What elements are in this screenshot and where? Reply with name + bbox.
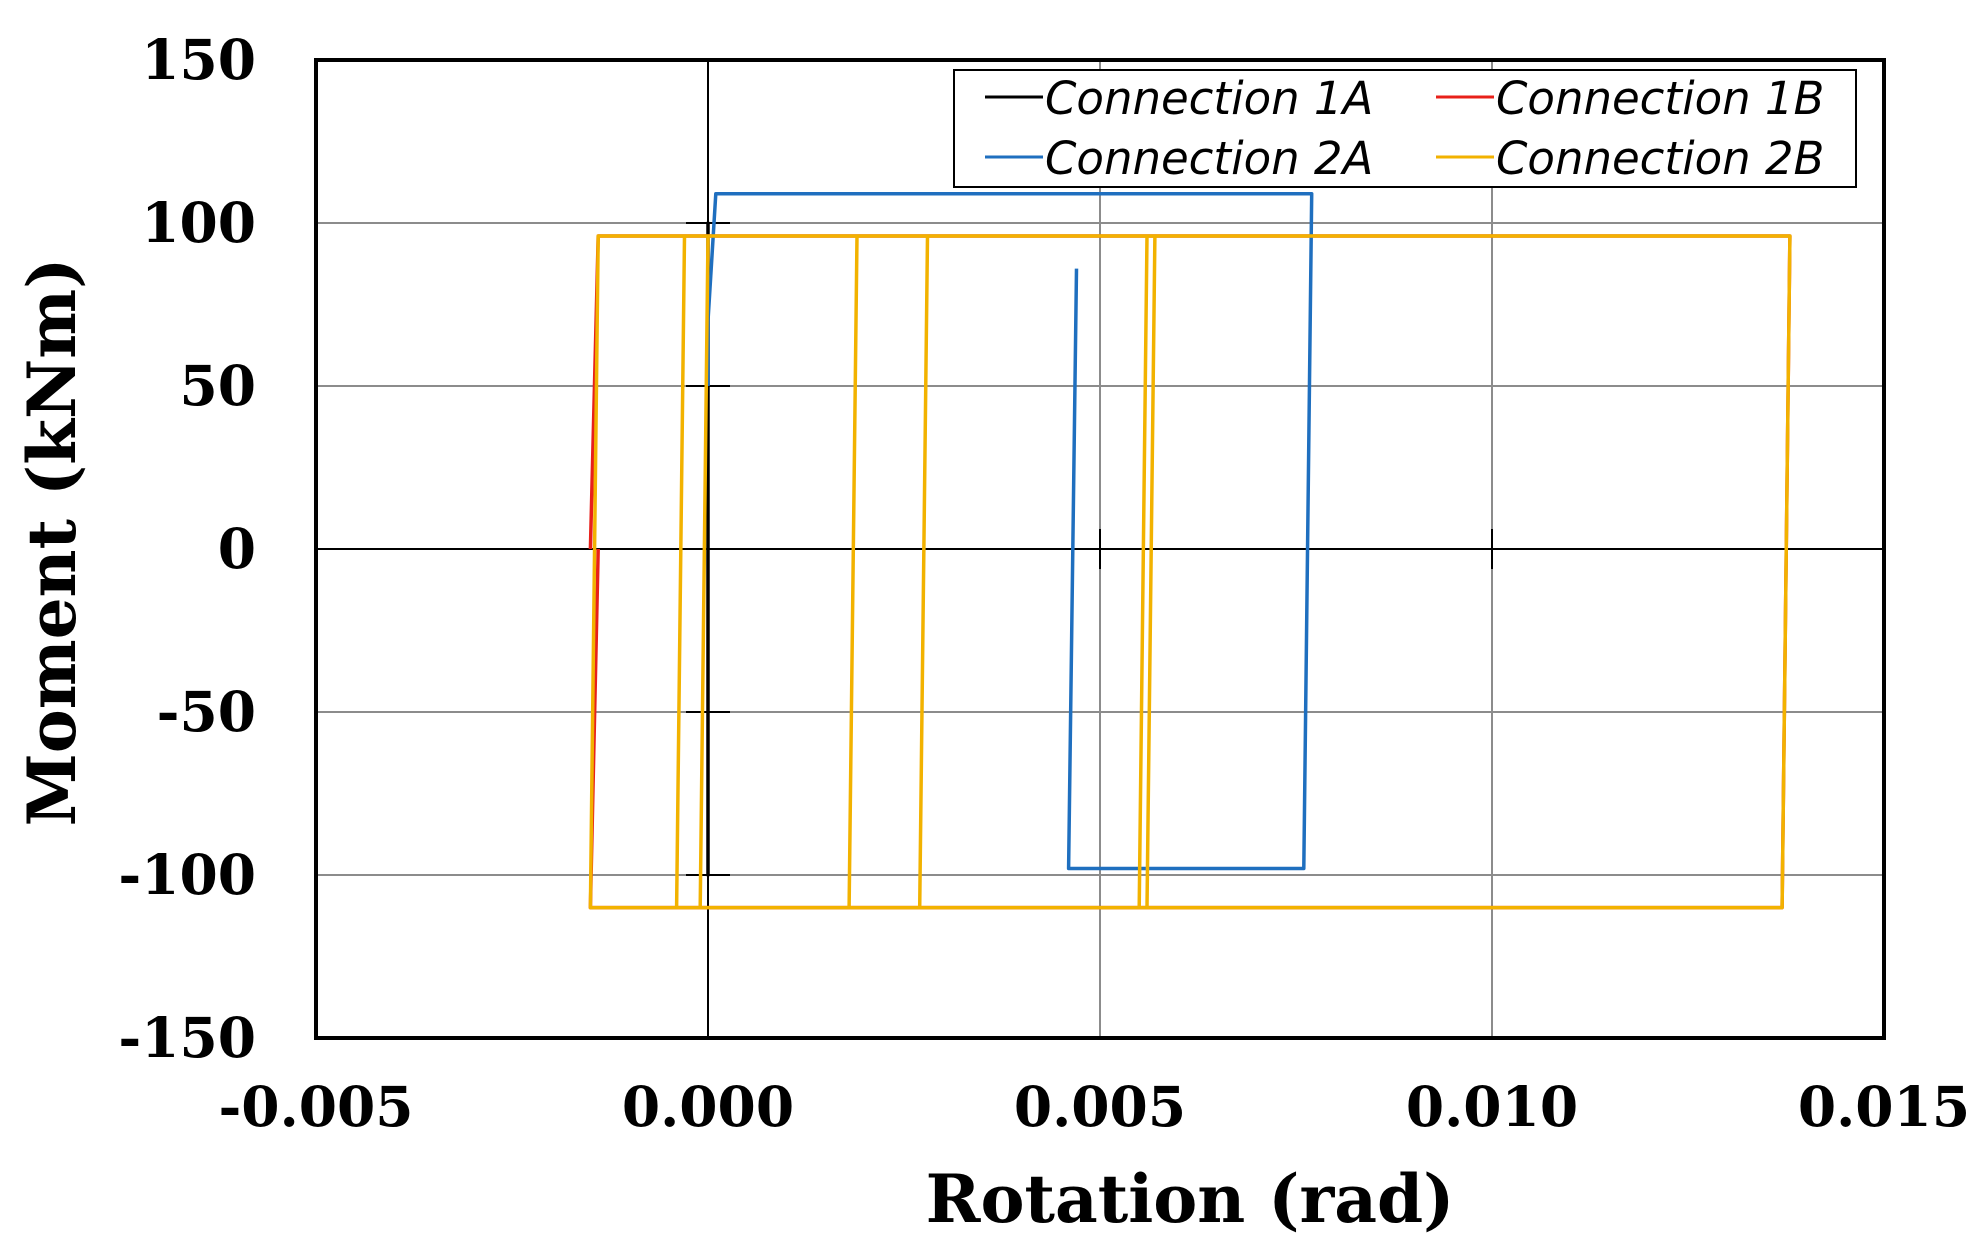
legend-label-connection-2b: Connection 2B: [1496, 132, 1824, 185]
legend-item-connection-1b: Connection 1B: [1436, 72, 1824, 125]
legend-label-connection-2a: Connection 2A: [1045, 132, 1373, 185]
legend: Connection 1A Connection 1B Connection 2…: [953, 69, 1857, 188]
y-tick-label: -50: [157, 679, 256, 744]
legend-item-connection-2b: Connection 2B: [1436, 132, 1824, 185]
legend-item-connection-1a: Connection 1A: [985, 72, 1373, 125]
series-line-connection-2b: [588, 234, 1792, 910]
legend-box: [953, 69, 1857, 188]
x-tick-label: 0.015: [1798, 1074, 1970, 1139]
x-tick-label: 0.000: [622, 1074, 794, 1139]
legend-label-connection-1a: Connection 1A: [1045, 72, 1373, 125]
y-tick-label: 0: [218, 516, 256, 581]
x-tick-label: -0.005: [218, 1074, 413, 1139]
y-tick-label: -150: [118, 1005, 256, 1070]
legend-item-connection-2a: Connection 2A: [985, 132, 1373, 185]
y-tick-label: -100: [118, 842, 256, 907]
x-tick-labels: -0.005 0.000 0.005 0.010 0.015: [218, 1074, 1970, 1139]
series-group: [588, 191, 1792, 910]
y-tick-label: 50: [179, 353, 256, 418]
y-tick-label: 150: [141, 27, 256, 92]
y-axis-title: Moment (kNm): [13, 258, 91, 827]
x-tick-label: 0.010: [1406, 1074, 1578, 1139]
legend-label-connection-1b: Connection 1B: [1496, 72, 1824, 125]
y-tick-labels: 150 100 50 0 -50 -100 -150: [118, 27, 256, 1070]
x-axis-title: Rotation (rad): [926, 1160, 1455, 1238]
y-tick-label: 100: [141, 190, 256, 255]
x-tick-label: 0.005: [1014, 1074, 1186, 1139]
plot-frame: [314, 58, 1886, 1040]
